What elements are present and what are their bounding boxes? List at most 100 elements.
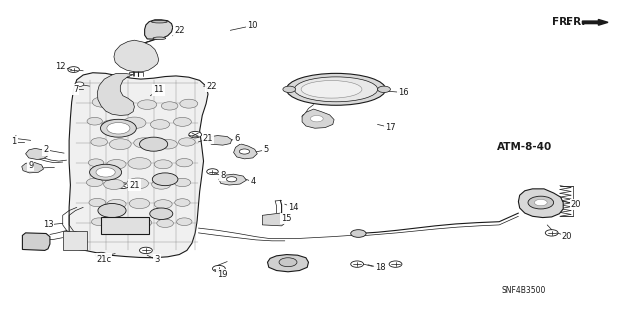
Circle shape xyxy=(102,120,122,130)
Polygon shape xyxy=(69,73,208,258)
Text: ATM-8-40: ATM-8-40 xyxy=(497,142,552,152)
Text: FR.: FR. xyxy=(552,17,572,27)
Circle shape xyxy=(107,122,130,134)
Text: 14: 14 xyxy=(288,203,298,212)
Text: 12: 12 xyxy=(56,63,66,71)
Circle shape xyxy=(534,199,547,206)
Text: 2: 2 xyxy=(44,145,49,154)
Circle shape xyxy=(128,158,151,169)
Text: FR.: FR. xyxy=(566,17,586,27)
FancyArrow shape xyxy=(582,19,608,25)
Circle shape xyxy=(154,200,172,209)
Text: 15: 15 xyxy=(281,214,291,223)
Circle shape xyxy=(88,159,104,167)
Polygon shape xyxy=(145,20,173,39)
Circle shape xyxy=(152,180,171,189)
Text: 13: 13 xyxy=(43,220,53,229)
Circle shape xyxy=(175,199,190,206)
Ellipse shape xyxy=(152,20,168,23)
Circle shape xyxy=(109,139,131,150)
Circle shape xyxy=(129,198,150,209)
Polygon shape xyxy=(268,255,308,272)
Circle shape xyxy=(528,196,554,209)
Circle shape xyxy=(107,199,126,209)
Circle shape xyxy=(389,261,402,267)
Circle shape xyxy=(90,164,122,180)
Circle shape xyxy=(150,208,173,219)
Circle shape xyxy=(109,219,127,228)
Ellipse shape xyxy=(153,37,166,40)
Text: 1: 1 xyxy=(12,137,17,146)
Circle shape xyxy=(92,97,113,107)
Text: 22: 22 xyxy=(206,82,216,91)
Circle shape xyxy=(140,137,168,151)
Circle shape xyxy=(174,178,191,187)
Circle shape xyxy=(189,131,202,138)
Circle shape xyxy=(140,247,152,254)
Polygon shape xyxy=(262,213,285,226)
Circle shape xyxy=(161,102,178,110)
Circle shape xyxy=(180,99,198,108)
Circle shape xyxy=(310,115,323,122)
Polygon shape xyxy=(208,136,232,145)
Text: 11: 11 xyxy=(154,85,164,94)
Circle shape xyxy=(207,169,218,174)
Circle shape xyxy=(96,167,115,177)
Text: 21c: 21c xyxy=(96,255,111,263)
Polygon shape xyxy=(302,109,334,128)
Circle shape xyxy=(117,183,129,189)
Bar xyxy=(101,217,149,234)
Circle shape xyxy=(351,261,364,267)
Circle shape xyxy=(104,179,124,189)
Text: 8: 8 xyxy=(220,171,225,180)
Polygon shape xyxy=(22,162,44,173)
Circle shape xyxy=(157,219,173,227)
Ellipse shape xyxy=(301,81,362,98)
Circle shape xyxy=(176,159,193,167)
Circle shape xyxy=(92,218,107,226)
Circle shape xyxy=(378,86,390,93)
Polygon shape xyxy=(219,174,246,185)
Polygon shape xyxy=(97,73,134,115)
Text: 7: 7 xyxy=(73,85,78,94)
Circle shape xyxy=(107,160,126,169)
Text: 22: 22 xyxy=(174,26,184,35)
Polygon shape xyxy=(114,40,159,72)
Circle shape xyxy=(545,230,558,236)
Text: 21: 21 xyxy=(129,181,140,189)
Circle shape xyxy=(87,117,102,125)
Circle shape xyxy=(150,120,170,129)
Ellipse shape xyxy=(294,77,378,102)
Text: 18: 18 xyxy=(376,263,386,272)
Circle shape xyxy=(127,178,148,189)
Polygon shape xyxy=(26,148,48,160)
Text: 16: 16 xyxy=(398,88,408,97)
Ellipse shape xyxy=(287,73,385,105)
Circle shape xyxy=(173,117,191,126)
Text: 3: 3 xyxy=(154,256,159,264)
Circle shape xyxy=(91,138,108,146)
Circle shape xyxy=(351,230,366,237)
Circle shape xyxy=(177,218,192,226)
Circle shape xyxy=(279,258,297,267)
Circle shape xyxy=(95,252,107,258)
Circle shape xyxy=(134,138,154,148)
Circle shape xyxy=(123,117,146,129)
Circle shape xyxy=(179,138,195,146)
Circle shape xyxy=(239,149,250,154)
Bar xyxy=(63,231,87,250)
Text: 6: 6 xyxy=(234,134,239,143)
Circle shape xyxy=(227,177,237,182)
Polygon shape xyxy=(22,233,50,250)
Text: 9: 9 xyxy=(28,161,33,170)
Circle shape xyxy=(89,198,106,207)
Circle shape xyxy=(152,173,178,186)
Circle shape xyxy=(154,160,172,169)
Text: 20: 20 xyxy=(562,232,572,241)
Text: 4: 4 xyxy=(250,177,255,186)
Circle shape xyxy=(75,82,84,86)
Text: SNF4B3500: SNF4B3500 xyxy=(501,286,546,295)
Circle shape xyxy=(158,139,177,149)
Circle shape xyxy=(100,119,136,137)
Text: 19: 19 xyxy=(218,271,228,279)
